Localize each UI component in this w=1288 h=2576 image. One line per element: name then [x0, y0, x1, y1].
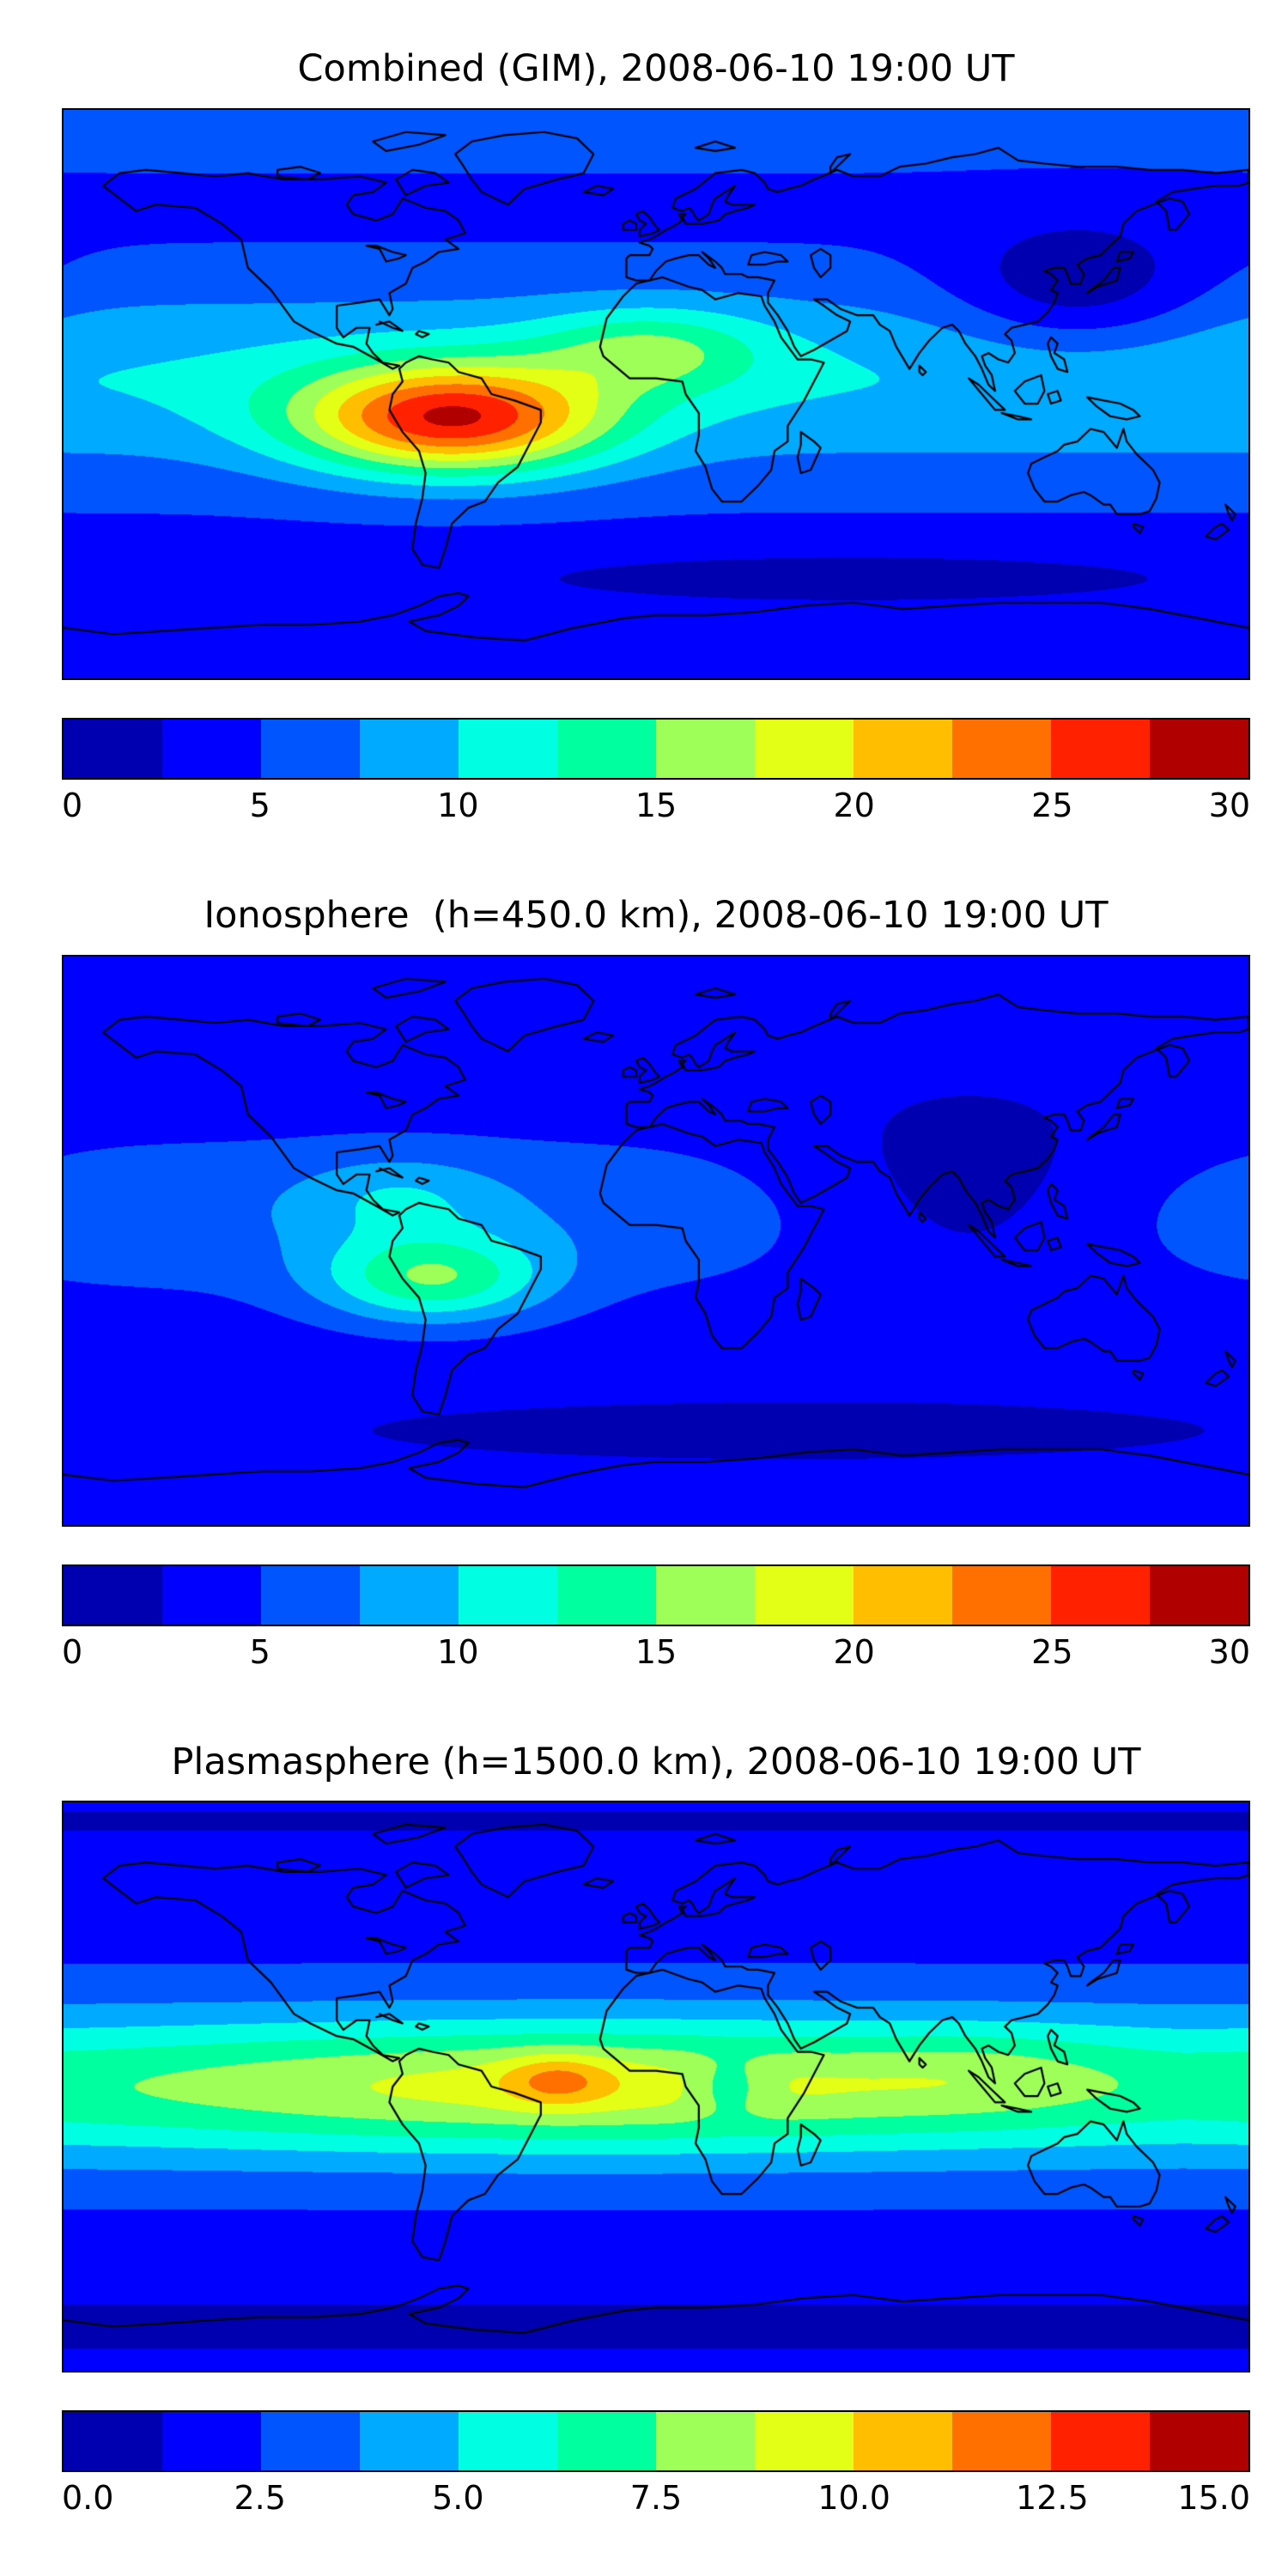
- colorbar-segment: [1150, 2412, 1249, 2471]
- colorbar-segment: [64, 2412, 162, 2471]
- panel-plasmasphere: Plasmasphere (h=1500.0 km), 2008-06-10 1…: [62, 1714, 1250, 2530]
- world-map-plasmasphere: [62, 1801, 1250, 2373]
- colorbar-tick-label: 15.0: [1177, 2479, 1250, 2518]
- colorbar-segment: [656, 719, 755, 778]
- colorbar-tick-label: 30: [1208, 1632, 1250, 1671]
- colorbar-segment: [162, 2412, 261, 2471]
- panel-title-ionosphere: Ionosphere (h=450.0 km), 2008-06-10 19:0…: [204, 893, 1109, 937]
- colorbar-segment: [952, 1565, 1051, 1625]
- colorbar-tick-label: 10: [437, 786, 479, 824]
- colorbar-tick-label: 15: [635, 1632, 677, 1671]
- colorbar-segment: [360, 719, 459, 778]
- colorbar-plasmasphere: [62, 2410, 1250, 2473]
- panel-title-combined: Combined (GIM), 2008-06-10 19:00 UT: [297, 47, 1015, 90]
- colorbar-ionosphere: [62, 1564, 1250, 1626]
- colorbar-segment: [755, 2412, 854, 2471]
- colorbar-segment: [360, 1565, 459, 1625]
- colorbar-segment: [656, 2412, 755, 2471]
- colorbar-tick-label: 0: [62, 1632, 83, 1671]
- colorbar-combined: [62, 717, 1250, 780]
- world-map-ionosphere: [62, 954, 1250, 1527]
- colorbar-tick-label: 30: [1208, 786, 1250, 824]
- colorbar-segment: [459, 2412, 557, 2471]
- colorbar-segment: [459, 1565, 557, 1625]
- colorbar-tick-label: 5.0: [432, 2479, 484, 2518]
- panel-ionosphere: Ionosphere (h=450.0 km), 2008-06-10 19:0…: [62, 867, 1250, 1683]
- colorbar-segment: [854, 719, 952, 778]
- colorbar-segment: [261, 719, 360, 778]
- colorbar-segment: [656, 1565, 755, 1625]
- colorbar-tick-label: 10.0: [817, 2479, 890, 2518]
- colorbar-segment: [162, 1565, 261, 1625]
- colorbar-tick-label: 20: [833, 1632, 875, 1671]
- colorbar-segment: [1150, 719, 1249, 778]
- colorbar-segment: [557, 719, 656, 778]
- colorbar-segment: [854, 2412, 952, 2471]
- colorbar-segment: [64, 1565, 162, 1625]
- colorbar-segment: [952, 2412, 1051, 2471]
- colorbar-segment: [1150, 1565, 1249, 1625]
- colorbar-segment: [1051, 1565, 1150, 1625]
- world-map-combined: [62, 107, 1250, 680]
- colorbar-segment: [1051, 719, 1150, 778]
- colorbar-ticks-plasmasphere: 0.0 2.5 5.0 7.5 10.0 12.5 15.0: [62, 2479, 1250, 2529]
- panel-combined-gim: Combined (GIM), 2008-06-10 19:00 UT 0 5 10…: [62, 21, 1250, 836]
- colorbar-segment: [360, 2412, 459, 2471]
- colorbar-tick-label: 7.5: [629, 2479, 683, 2518]
- colorbar-tick-label: 10: [437, 1632, 479, 1671]
- colorbar-segment: [1051, 2412, 1150, 2471]
- colorbar-tick-label: 25: [1031, 786, 1073, 824]
- colorbar-segment: [162, 719, 261, 778]
- colorbar-tick-label: 15: [635, 786, 677, 824]
- colorbar-segment: [755, 1565, 854, 1625]
- colorbar-ticks-ionosphere: 0 5 10 15 20 25 30: [62, 1633, 1250, 1683]
- colorbar-tick-label: 12.5: [1016, 2479, 1089, 2518]
- colorbar-tick-label: 20: [833, 786, 875, 824]
- colorbar-tick-label: 2.5: [234, 2479, 286, 2518]
- colorbar-tick-label: 5: [249, 786, 270, 824]
- colorbar-tick-label: 25: [1031, 1632, 1073, 1671]
- colorbar-segment: [952, 719, 1051, 778]
- colorbar-tick-label: 0: [62, 786, 83, 824]
- colorbar-tick-label: 0.0: [62, 2479, 114, 2518]
- panel-title-plasmasphere: Plasmasphere (h=1500.0 km), 2008-06-10 1…: [171, 1740, 1141, 1783]
- colorbar-ticks-combined: 0 5 10 15 20 25 30: [62, 787, 1250, 836]
- colorbar-tick-label: 5: [249, 1632, 270, 1671]
- colorbar-segment: [261, 2412, 360, 2471]
- colorbar-segment: [854, 1565, 952, 1625]
- colorbar-segment: [261, 1565, 360, 1625]
- colorbar-segment: [557, 1565, 656, 1625]
- colorbar-segment: [459, 719, 557, 778]
- colorbar-segment: [64, 719, 162, 778]
- colorbar-segment: [755, 719, 854, 778]
- colorbar-segment: [557, 2412, 656, 2471]
